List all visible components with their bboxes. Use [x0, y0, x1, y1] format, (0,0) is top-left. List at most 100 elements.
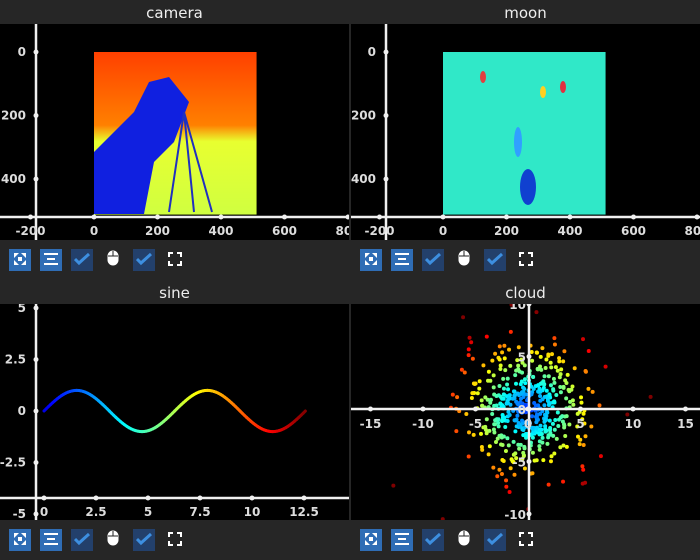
x-tick-label: 200 [145, 224, 170, 238]
checkbox-checked-button[interactable] [133, 529, 155, 551]
scatter-point [507, 413, 512, 418]
scatter-point [603, 364, 608, 369]
fullscreen-icon [168, 531, 182, 550]
scatter-point [530, 435, 535, 440]
scatter-point [567, 389, 572, 394]
scatter-point [505, 419, 510, 424]
scatter-point [529, 349, 534, 354]
x-tick-label: -200 [364, 224, 394, 238]
scatter-point [522, 386, 527, 391]
scatter-point [497, 344, 502, 349]
scatter-point [483, 427, 488, 432]
mouse-icon [458, 530, 470, 550]
zoom-fit-icon [13, 251, 27, 270]
y-tick-label: 200 [1, 109, 26, 123]
plot-title: sine [159, 284, 190, 302]
scatter-point [553, 365, 558, 370]
fullscreen-button[interactable] [515, 529, 537, 551]
fullscreen-button[interactable] [164, 529, 186, 551]
scatter-point [562, 349, 567, 354]
align-center-button[interactable] [391, 249, 413, 271]
scatter-point [503, 449, 508, 454]
mouse-button[interactable] [453, 529, 475, 551]
x-tick-label: 5 [576, 417, 584, 431]
plot-svg: -15 -10 -5 0 5 10 15 10 5 0 -5 -10 [351, 304, 700, 520]
scatter-point [552, 427, 557, 432]
align-center-button[interactable] [391, 529, 413, 551]
align-center-button[interactable] [40, 529, 62, 551]
x-tick-label: 0 [524, 417, 532, 431]
y-tick-label: 0 [18, 45, 26, 59]
scatter-point [493, 351, 498, 356]
checkbox-checked-button[interactable] [422, 249, 444, 271]
scatter-point [580, 417, 585, 422]
scatter-point [565, 372, 570, 377]
fullscreen-button[interactable] [515, 249, 537, 271]
scatter-point [557, 375, 562, 380]
scatter-point [488, 400, 493, 405]
scatter-point [477, 386, 482, 391]
checkbox-checked-icon [424, 531, 442, 550]
scatter-point [501, 376, 506, 381]
scatter-point [558, 372, 563, 377]
checkbox-checked-icon [73, 531, 91, 550]
scatter-point [583, 369, 588, 374]
zoom-fit-button[interactable] [9, 529, 31, 551]
x-tick-label: 600 [621, 224, 646, 238]
checkbox-checked-button[interactable] [484, 249, 506, 271]
scatter-point [533, 403, 538, 408]
plot-canvas[interactable]: -200 0 200 400 600 800 0 200 400 [0, 24, 349, 240]
scatter-point [507, 489, 512, 494]
scatter-point [552, 380, 557, 385]
y-tick-label: 10 [509, 304, 526, 312]
checkbox-checked-button[interactable] [71, 249, 93, 271]
scatter-point [469, 340, 474, 345]
align-center-button[interactable] [40, 249, 62, 271]
scatter-point [543, 429, 548, 434]
moon-dark-region [520, 169, 536, 205]
scatter-point [564, 396, 569, 401]
scatter-point [494, 393, 499, 398]
y-tick [33, 113, 39, 118]
plot-canvas[interactable]: -15 -10 -5 0 5 10 15 10 5 0 -5 -10 [351, 304, 700, 520]
scatter-point [540, 435, 545, 440]
plot-canvas[interactable]: 0 2.5 5 7.5 10 12.5 5 2.5 0 -2.5 -5 [0, 304, 349, 520]
mouse-button[interactable] [102, 529, 124, 551]
checkbox-checked-button[interactable] [133, 249, 155, 271]
plot-svg: 0 2.5 5 7.5 10 12.5 5 2.5 0 -2.5 -5 [0, 304, 349, 520]
zoom-fit-button[interactable] [360, 529, 382, 551]
scatter-point [563, 433, 568, 438]
y-tick [33, 408, 39, 414]
zoom-fit-button[interactable] [360, 249, 382, 271]
zoom-fit-button[interactable] [9, 249, 31, 271]
checkbox-checked-button[interactable] [71, 529, 93, 551]
scatter-point [538, 411, 543, 416]
mouse-button[interactable] [102, 249, 124, 271]
scatter-point [461, 315, 466, 320]
scatter-point [557, 359, 562, 364]
plot-canvas[interactable]: -200 0 200 400 600 800 0 200 400 [351, 24, 700, 240]
fullscreen-button[interactable] [164, 249, 186, 271]
scatter-point [541, 385, 546, 390]
checkbox-checked-button[interactable] [422, 529, 444, 551]
scatter-point [537, 427, 542, 432]
x-tick-label: 5 [144, 505, 152, 519]
scatter-point [537, 444, 542, 449]
mouse-button[interactable] [453, 249, 475, 271]
y-tick-label: 0 [368, 45, 376, 59]
scatter-point [502, 343, 507, 348]
scatter-point [560, 419, 565, 424]
x-tick [440, 214, 446, 220]
scatter-point [544, 388, 549, 393]
scatter-point [466, 347, 471, 352]
scatter-point [495, 474, 500, 479]
scatter-point [544, 409, 549, 414]
x-tick [249, 495, 255, 501]
scatter-point [538, 423, 543, 428]
scatter-point [491, 465, 496, 470]
scatter-point [575, 411, 580, 416]
checkbox-checked-button[interactable] [484, 529, 506, 551]
scatter-point [518, 442, 523, 447]
moon-crater [560, 81, 566, 93]
checkbox-checked-icon [135, 531, 153, 550]
